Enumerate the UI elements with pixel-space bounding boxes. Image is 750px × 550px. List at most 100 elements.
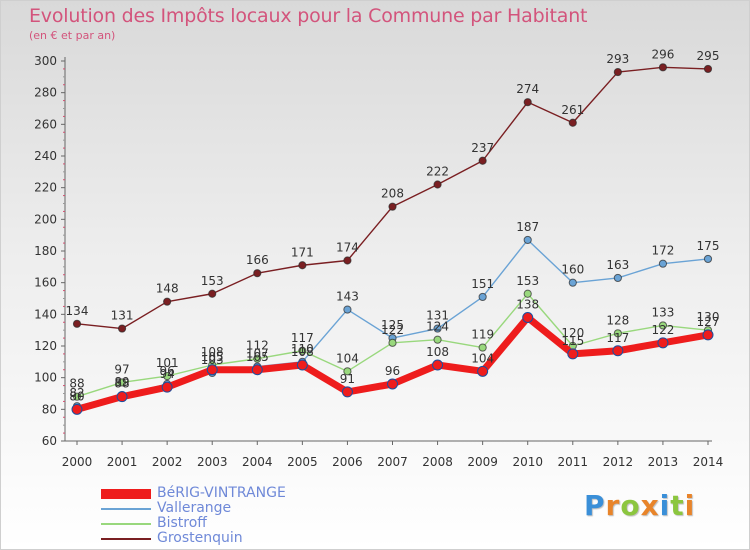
legend-swatch (101, 523, 151, 525)
data-point (163, 297, 172, 306)
data-label: 105 (201, 350, 224, 364)
data-label: 143 (336, 290, 359, 304)
data-label: 96 (160, 364, 175, 378)
data-point (477, 365, 489, 377)
data-point (296, 359, 308, 371)
data-point (568, 278, 577, 287)
data-label: 208 (381, 187, 404, 201)
data-label: 148 (156, 282, 179, 296)
data-point (117, 378, 127, 387)
logo-letter: x (640, 489, 660, 522)
data-label: 115 (561, 334, 584, 348)
data-label: 174 (336, 241, 359, 255)
data-point (612, 345, 624, 357)
data-point (478, 343, 487, 352)
data-point (613, 67, 622, 77)
data-point (343, 305, 352, 314)
chart-title: Evolution des Impôts locaux pour la Comm… (29, 5, 588, 27)
data-label: 88 (114, 377, 129, 391)
data-label: 103 (201, 353, 224, 367)
data-point (658, 259, 668, 268)
data-point (253, 269, 262, 278)
data-label: 80 (69, 389, 84, 403)
data-label: 91 (340, 372, 355, 386)
data-label: 82 (69, 386, 84, 400)
data-label: 110 (291, 342, 314, 356)
data-point (163, 371, 172, 381)
data-point (523, 98, 532, 107)
data-label: 133 (651, 305, 674, 319)
y-tick-label: 180 (34, 244, 57, 258)
data-point (523, 289, 532, 298)
data-point (433, 335, 442, 344)
data-point (388, 338, 397, 347)
y-tick-label: 100 (34, 371, 57, 385)
y-tick-label: 60 (42, 434, 57, 448)
data-label: 119 (471, 328, 494, 342)
data-label: 160 (561, 263, 584, 277)
data-label: 128 (606, 313, 629, 327)
data-point (703, 254, 713, 264)
legend-label: BéRIG-VINTRANGE (157, 485, 286, 501)
data-label: 104 (471, 351, 494, 365)
data-point (613, 329, 622, 338)
data-label: 108 (201, 345, 224, 359)
x-tick-label: 2005 (287, 455, 318, 469)
data-label: 295 (697, 49, 720, 63)
data-label: 134 (66, 304, 89, 318)
data-label: 122 (381, 323, 404, 337)
y-tick-label: 300 (34, 54, 57, 68)
data-label: 171 (291, 245, 314, 259)
data-label: 163 (606, 258, 629, 272)
proxiti-logo: Proxiti (584, 489, 695, 522)
data-label: 104 (336, 351, 359, 365)
y-tick-label: 200 (34, 212, 57, 226)
y-tick-label: 240 (34, 149, 57, 163)
data-label: 237 (471, 141, 494, 155)
data-point (72, 319, 82, 328)
x-tick-label: 2011 (558, 455, 589, 469)
legend-label: Bistroff (157, 515, 207, 531)
data-point (387, 378, 398, 390)
data-point (117, 324, 127, 333)
x-tick-label: 2008 (422, 455, 453, 469)
x-tick-label: 2004 (242, 455, 273, 469)
data-point (657, 337, 669, 349)
data-label: 108 (291, 345, 314, 359)
data-label: 151 (471, 277, 494, 291)
data-point (522, 312, 534, 323)
y-tick-label: 80 (42, 402, 57, 416)
data-label: 112 (246, 339, 269, 353)
logo-letter: r (605, 489, 621, 522)
x-tick-label: 2009 (467, 455, 498, 469)
logo-letter: t (670, 489, 685, 522)
data-point (161, 381, 173, 393)
data-point (251, 364, 263, 376)
data-point (388, 202, 397, 211)
data-label: 125 (381, 318, 404, 332)
x-tick-label: 2014 (693, 455, 724, 469)
data-label: 120 (561, 326, 584, 340)
data-point (478, 156, 487, 165)
y-tick-label: 120 (34, 339, 57, 353)
x-tick-label: 2013 (648, 455, 679, 469)
legend-label: Vallerange (157, 500, 232, 516)
data-point (433, 324, 442, 333)
data-label: 117 (291, 331, 314, 345)
data-label: 122 (651, 323, 674, 337)
data-label: 172 (651, 244, 674, 258)
data-point (253, 354, 262, 363)
data-point (72, 392, 82, 401)
data-point (343, 256, 352, 265)
data-label: 131 (111, 309, 134, 323)
data-point (433, 180, 442, 189)
data-label: 105 (246, 350, 269, 364)
data-label: 166 (246, 253, 269, 267)
data-point (523, 235, 532, 245)
y-tick-label: 160 (34, 276, 57, 290)
data-label: 175 (697, 239, 720, 253)
data-point (702, 329, 714, 341)
data-point (432, 359, 444, 371)
